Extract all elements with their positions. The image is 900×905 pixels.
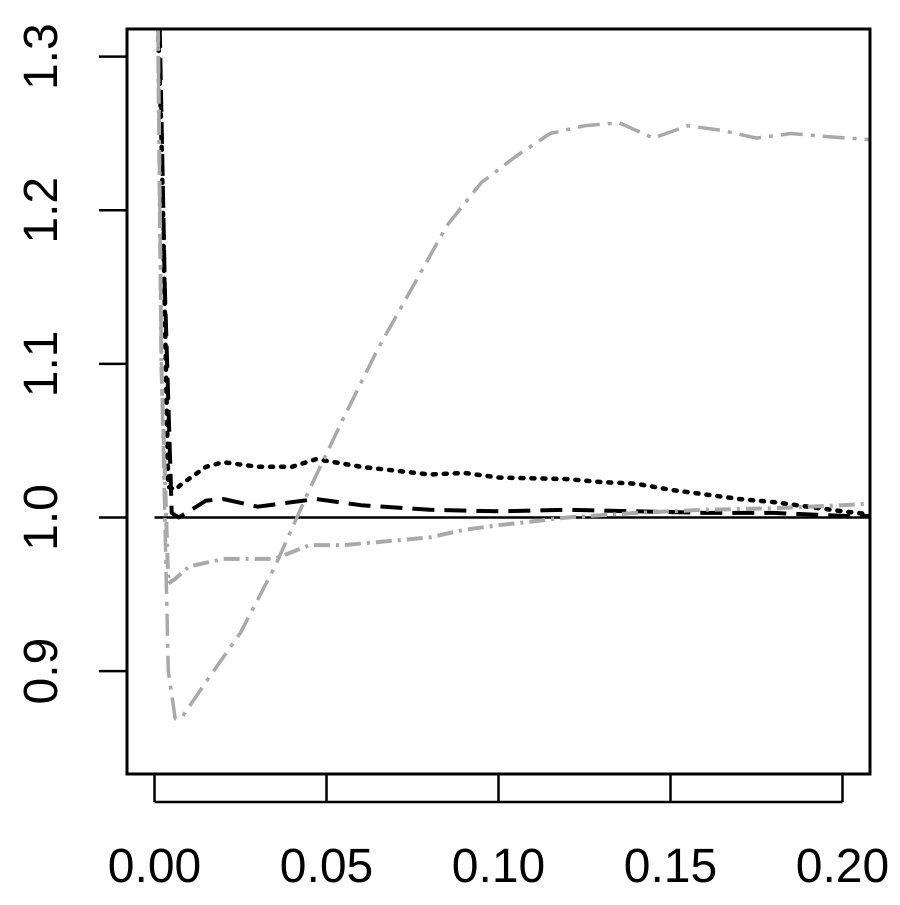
series-line-4 (156, 29, 870, 721)
series-layer (155, 29, 870, 721)
y-tick-label: 1.0 (15, 484, 68, 551)
x-tick-label: 0.20 (796, 840, 889, 893)
x-tick-label: 0.10 (452, 840, 545, 893)
y-tick-label: 1.2 (15, 177, 68, 244)
x-tick-label: 0.15 (624, 840, 717, 893)
series-line-2 (157, 29, 870, 520)
x-axis: 0.00 0.05 0.10 0.15 0.20 (108, 774, 889, 893)
series-line-1 (155, 29, 870, 517)
y-tick-label: 1.1 (15, 330, 68, 397)
y-tick-label: 1.3 (15, 23, 68, 90)
x-tick-label: 0.05 (280, 840, 373, 893)
series-line-3 (156, 29, 870, 586)
y-tick-label: 0.9 (15, 638, 68, 705)
plot-frame (125, 27, 872, 776)
x-tick-label: 0.00 (108, 840, 201, 893)
y-axis: 0.9 1.0 1.1 1.2 1.3 (15, 23, 127, 704)
